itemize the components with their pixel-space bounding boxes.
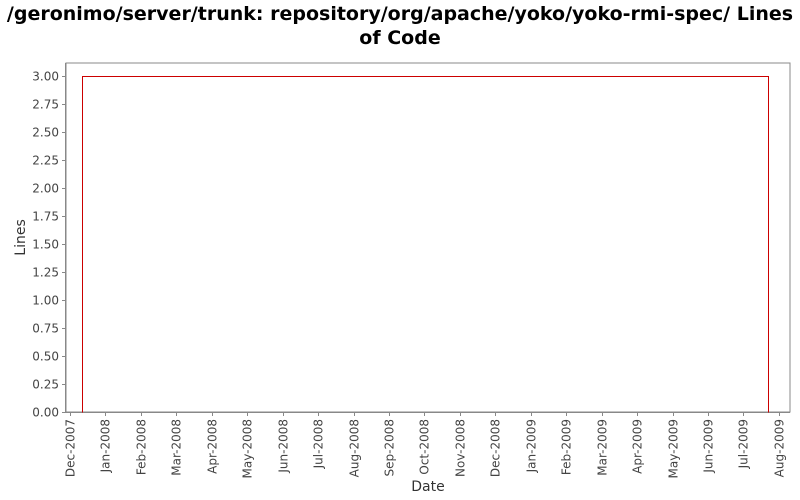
x-tick-label: Dec-2008 — [489, 419, 503, 477]
y-tick-label: 1.75 — [32, 210, 59, 224]
x-tick-label: May-2008 — [241, 419, 255, 478]
x-tick-label: Feb-2009 — [560, 419, 574, 475]
x-tick-label: Jun-2009 — [702, 419, 716, 474]
x-tick-label: Jun-2008 — [277, 419, 291, 474]
y-tick-label: 0.25 — [32, 378, 59, 392]
y-tick-label: 0.00 — [32, 406, 59, 420]
x-tick-label: Mar-2009 — [596, 419, 610, 476]
y-tick-label: 0.75 — [32, 322, 59, 336]
plot-area — [65, 62, 791, 413]
x-tick-label: Oct-2008 — [418, 419, 432, 475]
y-tick-label: 2.25 — [32, 154, 59, 168]
x-tick-label: Aug-2009 — [773, 419, 787, 477]
y-tick-label: 1.25 — [32, 266, 59, 280]
series-line-lines-of-code — [82, 76, 769, 413]
y-tick-label: 2.00 — [32, 182, 59, 196]
x-tick-label: May-2009 — [667, 419, 681, 478]
x-tick-label: Mar-2008 — [170, 419, 184, 476]
chart-title-line-2: of Code — [359, 27, 441, 49]
x-tick-label: Aug-2008 — [348, 419, 362, 477]
y-tick-label: 2.75 — [32, 98, 59, 112]
x-tick-label: Jul-2008 — [312, 419, 326, 469]
chart-title: /geronimo/server/trunk: repository/org/a… — [0, 2, 800, 50]
x-tick-label: Nov-2008 — [454, 419, 468, 477]
y-axis-label: Lines — [13, 219, 29, 255]
y-tick-label: 2.50 — [32, 126, 59, 140]
x-tick-label: Apr-2009 — [631, 419, 645, 474]
y-tick-label: 0.50 — [32, 350, 59, 364]
x-tick-label: Jan-2008 — [99, 419, 113, 473]
chart-title-line-1: /geronimo/server/trunk: repository/org/a… — [6, 3, 794, 25]
x-tick-label: Dec-2007 — [64, 419, 78, 477]
y-tick-label: 3.00 — [32, 70, 59, 84]
x-tick-label: Apr-2008 — [206, 419, 220, 474]
x-axis-label: Date — [411, 479, 444, 495]
x-tick-label: Jan-2009 — [525, 419, 539, 473]
x-tick-label: Feb-2008 — [135, 419, 149, 475]
y-tick-label: 1.50 — [32, 238, 59, 252]
x-tick-label: Sep-2008 — [383, 419, 397, 477]
x-tick-label: Jul-2009 — [737, 419, 751, 469]
y-tick-label: 1.00 — [32, 294, 59, 308]
